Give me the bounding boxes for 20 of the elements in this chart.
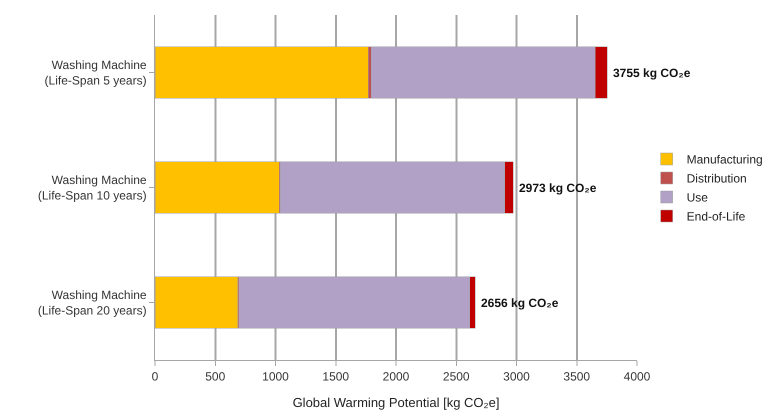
legend-label: End-of-Life (686, 210, 746, 224)
x-tick-label: 2500 (442, 369, 470, 384)
y-tick-label: Washing Machine (Life-Span 5 years) (44, 58, 147, 88)
x-tick-label: 4000 (624, 369, 651, 384)
legend-label: Manufacturing (686, 152, 763, 167)
annotation: 2656 kg CO₂e (481, 296, 559, 310)
x-tick-label: 500 (205, 369, 226, 384)
x-tick-label: 1000 (262, 369, 290, 384)
annotation: 3755 kg CO₂e (613, 66, 691, 80)
x-tick-label: 3500 (563, 369, 590, 384)
legend-label: Use (686, 190, 708, 205)
y-tick-label: Washing Machine (Life-Span 20 years) (38, 288, 147, 318)
x-tick-label: 3000 (503, 369, 530, 384)
annotation: 2973 kg CO₂e (519, 181, 597, 195)
x-tick-label: 0 (152, 369, 159, 384)
x-axis-title: Global Warming Potential [kg CO₂e] (292, 395, 500, 410)
legend-label: Distribution (686, 172, 747, 186)
x-tick-label: 2000 (382, 369, 410, 384)
y-tick-label: Washing Machine (Life-Span 10 years) (38, 172, 147, 202)
x-tick-label: 1500 (322, 369, 350, 384)
